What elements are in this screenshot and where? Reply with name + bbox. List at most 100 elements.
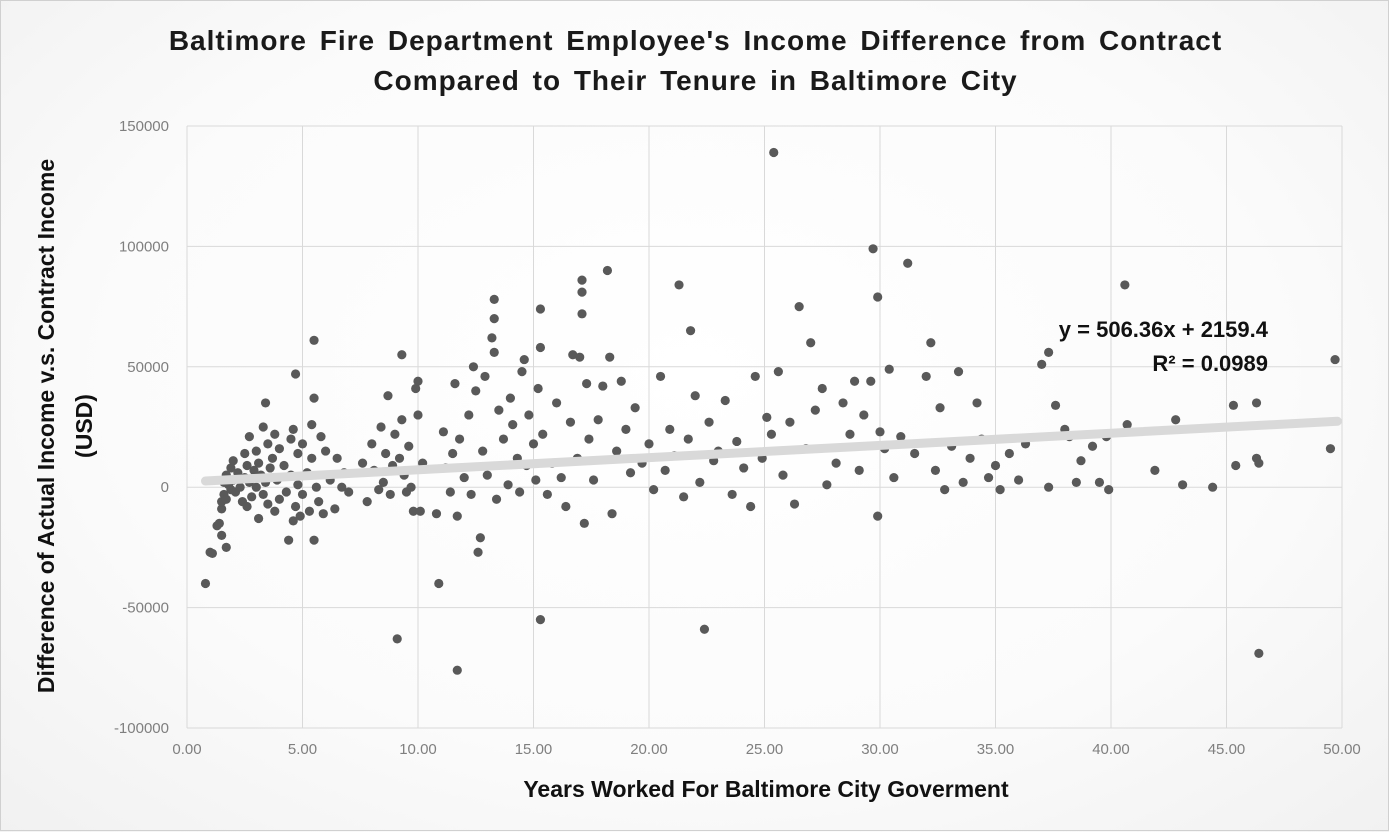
data-point: [362, 497, 372, 507]
data-point: [972, 398, 982, 408]
data-point: [556, 472, 566, 483]
data-point: [584, 434, 594, 444]
data-point: [695, 477, 705, 487]
data-point: [739, 463, 749, 473]
data-point: [295, 511, 305, 521]
data-point: [1251, 398, 1262, 408]
data-point: [561, 501, 571, 512]
data-point: [649, 485, 659, 495]
data-point: [508, 419, 518, 430]
data-point: [683, 434, 693, 444]
data-point: [249, 465, 259, 475]
data-point: [385, 489, 395, 500]
data-point: [732, 436, 742, 447]
data-point: [579, 518, 589, 528]
data-point: [1150, 465, 1160, 475]
data-point: [448, 448, 458, 459]
data-point: [240, 448, 250, 459]
data-point: [452, 511, 462, 521]
data-point: [397, 415, 407, 425]
data-point: [773, 367, 783, 377]
data-point: [593, 415, 603, 425]
y-tick-label: 100000: [119, 238, 169, 255]
data-point: [286, 434, 296, 444]
data-point: [217, 530, 227, 540]
data-point: [297, 489, 308, 500]
data-point: [290, 369, 301, 379]
data-point: [434, 578, 444, 589]
trendline-equation: y = 506.36x + 2159.4: [1059, 317, 1269, 342]
data-point: [983, 472, 994, 483]
y-tick-label: -100000: [114, 720, 169, 737]
data-point: [1071, 477, 1081, 487]
data-point: [533, 383, 543, 394]
data-point: [431, 509, 442, 519]
data-point: [1050, 400, 1061, 410]
data-point: [452, 665, 462, 675]
x-tick-label: 30.00: [861, 741, 899, 758]
data-point: [309, 335, 319, 345]
data-point: [494, 405, 504, 415]
data-point: [1037, 359, 1047, 369]
data-point: [1171, 415, 1181, 425]
data-point: [471, 386, 481, 396]
data-point: [1122, 419, 1132, 430]
x-axis-title: Years Worked For Baltimore City Govermen…: [523, 776, 1009, 802]
data-point: [503, 480, 513, 490]
data-point: [1076, 456, 1086, 466]
data-point: [314, 497, 324, 507]
data-point: [538, 429, 548, 439]
data-point: [468, 362, 479, 372]
data-point: [616, 376, 626, 386]
data-point: [242, 501, 252, 512]
data-point: [251, 446, 261, 456]
data-point: [995, 485, 1005, 495]
data-point: [746, 501, 756, 512]
data-point: [845, 429, 855, 439]
data-point: [1208, 482, 1218, 492]
data-point: [450, 379, 460, 389]
data-point: [577, 275, 587, 285]
data-point: [1120, 280, 1130, 290]
data-point: [397, 350, 407, 360]
data-point: [621, 424, 631, 435]
data-point: [260, 398, 271, 408]
data-point: [378, 477, 388, 487]
data-point: [318, 509, 328, 519]
data-point: [254, 458, 264, 468]
data-point: [766, 429, 777, 439]
trendline-r-squared: R² = 0.0989: [1152, 351, 1268, 376]
data-point: [307, 419, 317, 430]
data-point: [665, 424, 675, 435]
data-point: [1254, 458, 1264, 468]
data-point: [438, 427, 449, 437]
data-point: [720, 395, 730, 406]
data-point: [221, 542, 231, 553]
data-point: [247, 492, 257, 502]
data-point: [475, 533, 485, 543]
data-point: [896, 432, 906, 442]
data-point: [254, 513, 264, 524]
data-point: [831, 458, 841, 468]
gridlines: [186, 125, 1343, 729]
data-point: [332, 453, 342, 463]
data-point: [258, 489, 268, 500]
data-point: [482, 470, 492, 480]
data-point: [1254, 648, 1264, 658]
data-point: [577, 287, 587, 297]
data-point: [612, 446, 622, 456]
x-tick-label: 25.00: [746, 741, 784, 758]
data-point: [605, 352, 615, 362]
x-tick-label: 20.00: [630, 741, 668, 758]
data-point: [655, 371, 666, 382]
data-point: [459, 472, 469, 483]
data-point: [528, 439, 539, 449]
data-point: [1014, 475, 1024, 485]
data-point: [644, 439, 654, 449]
data-point: [910, 448, 920, 459]
data-point: [367, 439, 377, 449]
data-point: [873, 511, 883, 521]
data-point: [1231, 460, 1241, 471]
data-point: [958, 477, 968, 487]
